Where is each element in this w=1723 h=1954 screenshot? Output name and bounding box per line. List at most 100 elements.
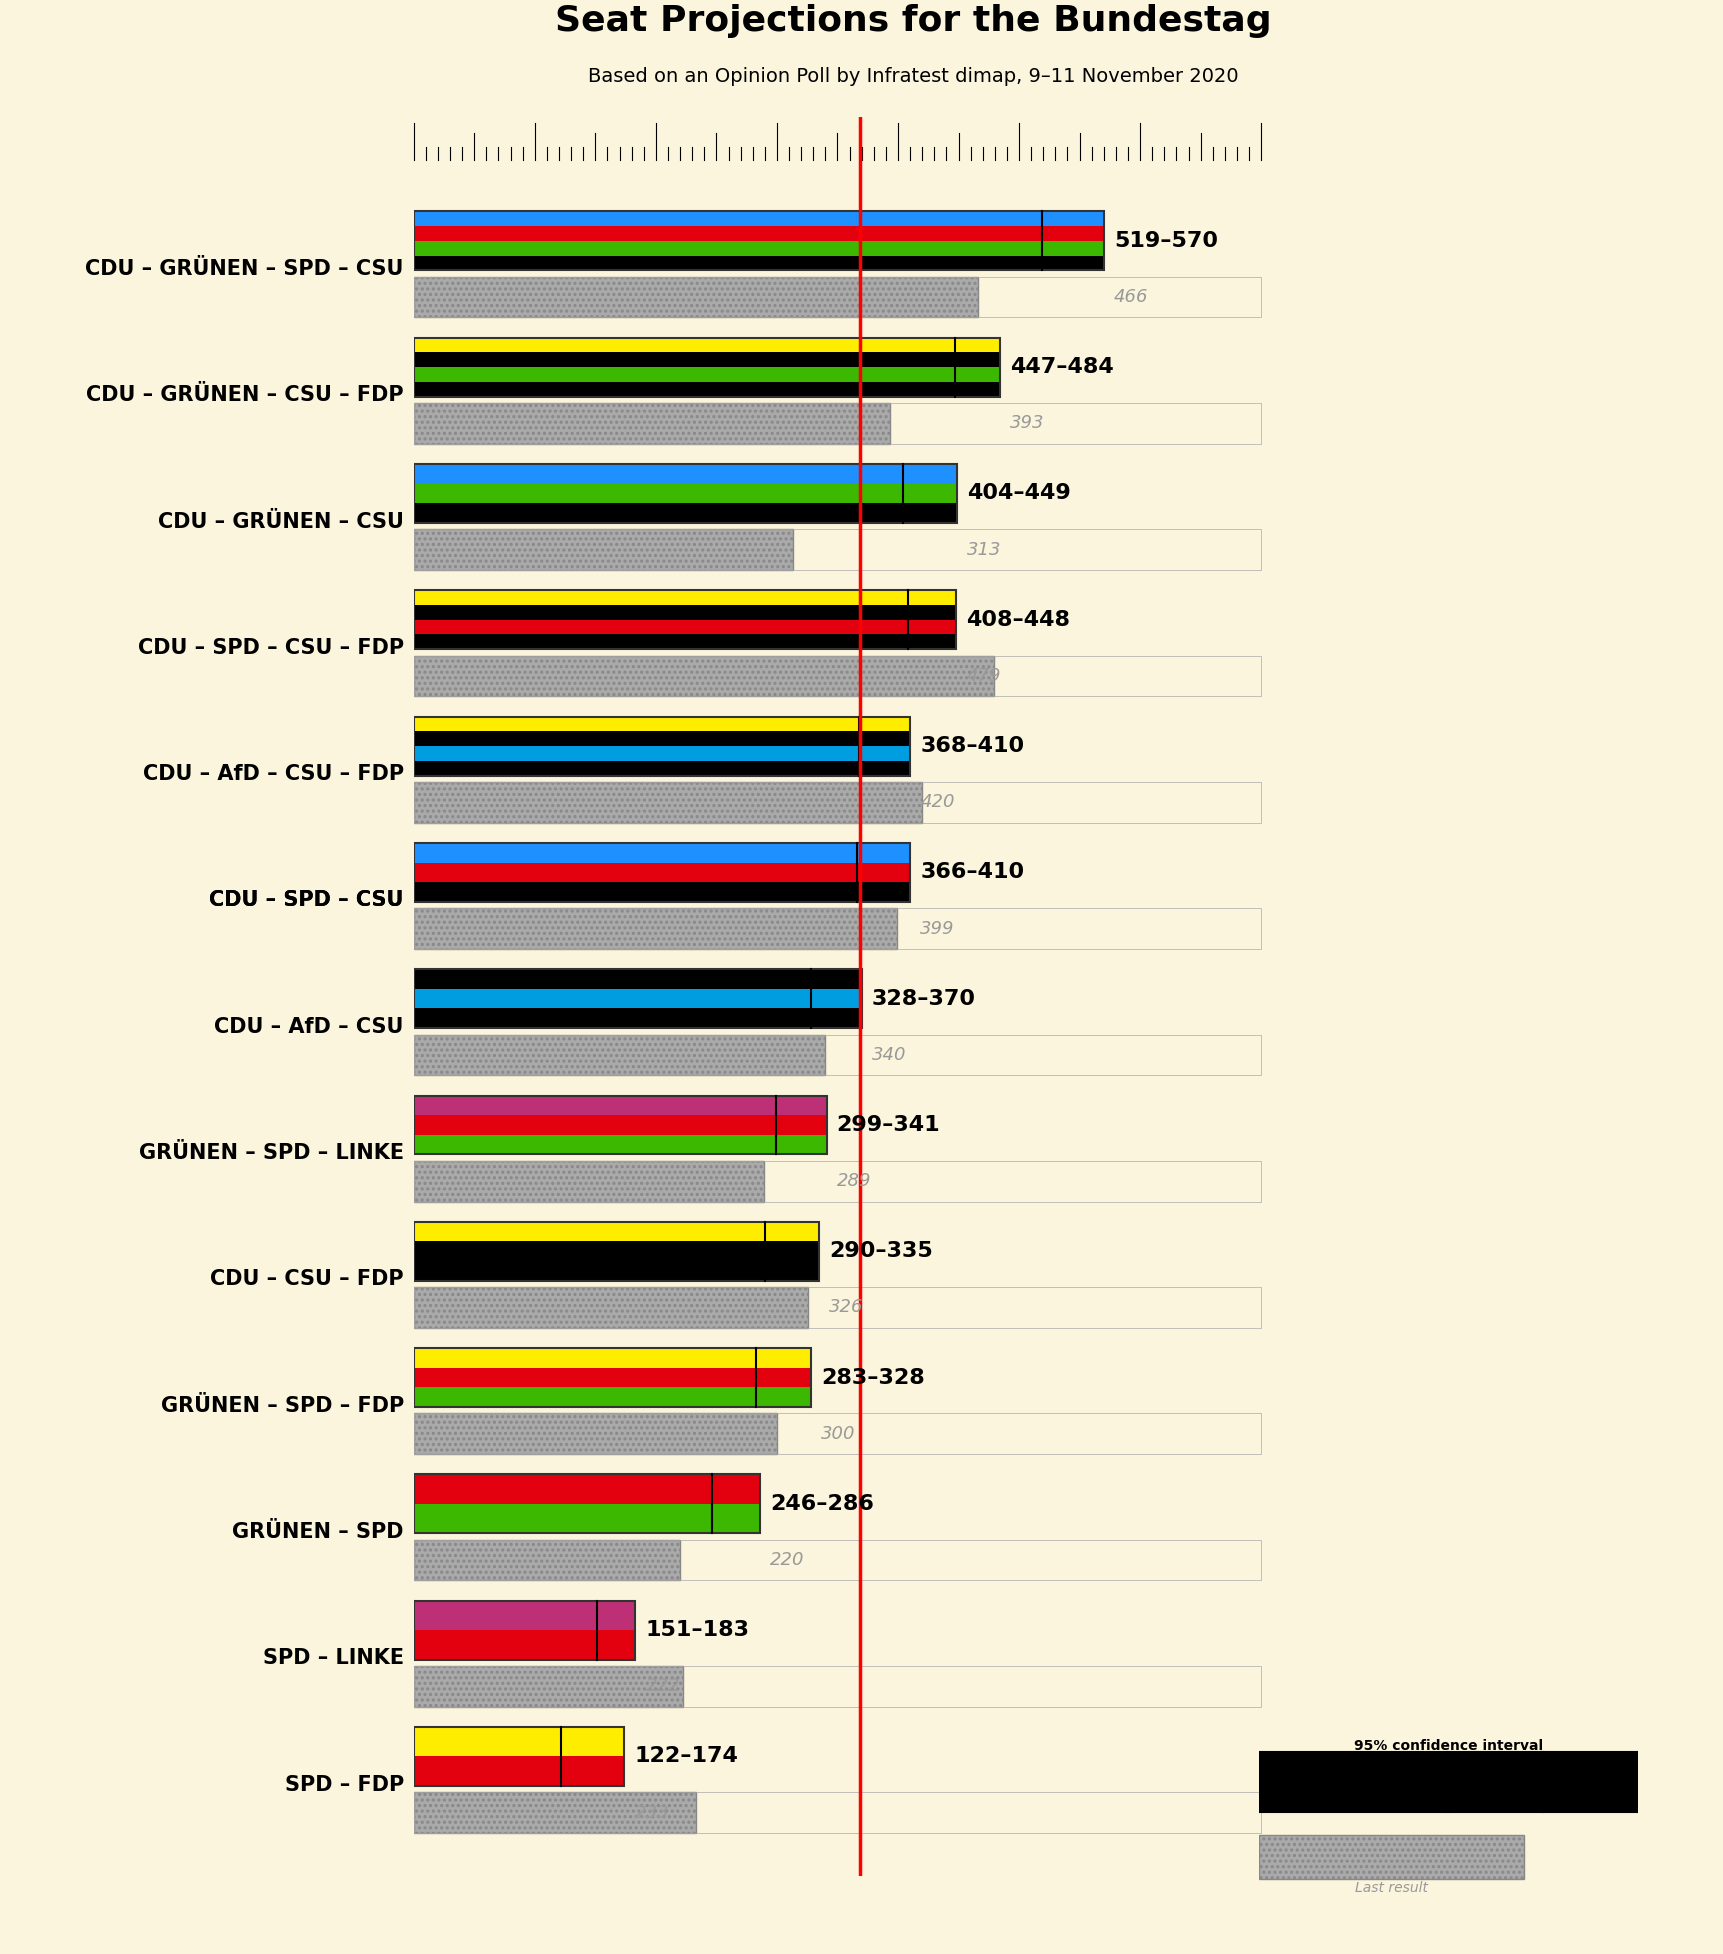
Text: 404–449: 404–449 bbox=[967, 483, 1070, 504]
Bar bbox=[414, 211, 1103, 270]
Bar bbox=[810, 989, 862, 1008]
Bar bbox=[414, 1413, 1261, 1454]
Bar bbox=[414, 1727, 562, 1757]
Text: 393: 393 bbox=[1010, 414, 1044, 432]
Bar bbox=[414, 881, 856, 903]
Bar bbox=[414, 485, 903, 504]
Bar bbox=[414, 403, 889, 444]
Bar bbox=[414, 338, 955, 352]
Bar bbox=[858, 717, 910, 731]
Bar bbox=[1041, 227, 1103, 240]
Bar bbox=[903, 504, 956, 524]
Bar bbox=[414, 1600, 634, 1659]
Text: SPD – FDP: SPD – FDP bbox=[284, 1774, 403, 1794]
Bar bbox=[856, 862, 910, 881]
Bar bbox=[414, 1034, 825, 1075]
Bar bbox=[414, 657, 1261, 696]
Text: 122–174: 122–174 bbox=[634, 1747, 737, 1766]
Bar bbox=[414, 657, 992, 696]
Bar bbox=[955, 381, 999, 397]
Bar bbox=[414, 1221, 765, 1241]
Bar bbox=[414, 606, 906, 619]
Text: 466: 466 bbox=[1113, 287, 1148, 307]
Bar bbox=[562, 1727, 624, 1757]
Bar bbox=[414, 1600, 596, 1630]
Bar bbox=[414, 403, 1261, 444]
Bar bbox=[414, 338, 999, 397]
Bar bbox=[414, 1096, 825, 1155]
Bar bbox=[414, 862, 856, 881]
Bar bbox=[414, 227, 1041, 240]
Bar bbox=[1041, 211, 1103, 227]
Text: GRÜNEN – SPD: GRÜNEN – SPD bbox=[233, 1522, 403, 1542]
Bar bbox=[1542, 1753, 1637, 1811]
Bar bbox=[414, 1096, 775, 1116]
Bar bbox=[414, 277, 1261, 317]
Bar bbox=[414, 530, 1261, 571]
Text: 246–286: 246–286 bbox=[770, 1495, 874, 1514]
Text: 95% confidence interval: 95% confidence interval bbox=[1353, 1739, 1542, 1753]
Text: 151–183: 151–183 bbox=[644, 1620, 750, 1639]
Bar bbox=[414, 1034, 1261, 1075]
Bar bbox=[414, 782, 922, 823]
Bar bbox=[414, 969, 862, 1028]
Text: SPD – LINKE: SPD – LINKE bbox=[262, 1649, 403, 1669]
Text: Last result: Last result bbox=[1354, 1882, 1427, 1895]
Text: 326: 326 bbox=[829, 1299, 863, 1317]
Text: CDU – GRÜNEN – SPD – CSU: CDU – GRÜNEN – SPD – CSU bbox=[86, 260, 403, 279]
Text: 328–370: 328–370 bbox=[872, 989, 975, 1008]
Bar bbox=[856, 842, 910, 862]
Bar bbox=[414, 1221, 818, 1280]
Text: 313: 313 bbox=[967, 541, 1001, 559]
Bar bbox=[414, 1348, 810, 1407]
Text: CDU – SPD – CSU – FDP: CDU – SPD – CSU – FDP bbox=[138, 637, 403, 658]
Text: 289: 289 bbox=[836, 1172, 870, 1190]
Bar bbox=[414, 989, 810, 1008]
Bar bbox=[414, 1348, 756, 1368]
Bar bbox=[414, 1540, 679, 1581]
Bar bbox=[414, 1792, 696, 1833]
Bar bbox=[856, 881, 910, 903]
Bar bbox=[414, 909, 896, 950]
Text: 290–335: 290–335 bbox=[829, 1241, 932, 1260]
Text: GRÜNEN – SPD – FDP: GRÜNEN – SPD – FDP bbox=[160, 1395, 403, 1417]
Bar bbox=[858, 746, 910, 760]
Text: 222: 222 bbox=[644, 1677, 679, 1696]
Bar bbox=[414, 530, 793, 571]
Bar bbox=[414, 211, 1041, 227]
Text: 233: 233 bbox=[634, 1804, 669, 1821]
Bar bbox=[955, 352, 999, 367]
Bar bbox=[414, 746, 858, 760]
Bar bbox=[414, 717, 910, 776]
Text: 299–341: 299–341 bbox=[836, 1116, 939, 1135]
Text: 366–410: 366–410 bbox=[920, 862, 1023, 883]
Bar bbox=[906, 606, 956, 619]
Bar bbox=[414, 277, 977, 317]
Bar bbox=[414, 760, 858, 776]
Bar bbox=[414, 1667, 682, 1706]
Text: GRÜNEN – SPD – LINKE: GRÜNEN – SPD – LINKE bbox=[138, 1143, 403, 1163]
Bar bbox=[756, 1348, 810, 1368]
Bar bbox=[414, 367, 955, 381]
Bar bbox=[596, 1600, 634, 1630]
Bar bbox=[765, 1221, 818, 1241]
Bar bbox=[712, 1475, 760, 1505]
Bar bbox=[906, 590, 956, 606]
Bar bbox=[414, 1630, 596, 1659]
Text: 300: 300 bbox=[820, 1424, 855, 1442]
Bar bbox=[414, 717, 858, 731]
Bar bbox=[414, 1288, 808, 1329]
Bar bbox=[1258, 1753, 1447, 1811]
Bar bbox=[858, 731, 910, 746]
Bar bbox=[414, 1757, 562, 1786]
Bar bbox=[810, 1008, 862, 1028]
Text: 283–328: 283–328 bbox=[820, 1368, 924, 1387]
Bar bbox=[414, 635, 906, 649]
Bar bbox=[414, 1260, 765, 1280]
Bar bbox=[756, 1368, 810, 1387]
Bar bbox=[562, 1757, 624, 1786]
Bar bbox=[414, 1475, 712, 1505]
Text: 420: 420 bbox=[920, 793, 955, 811]
Bar bbox=[906, 619, 956, 635]
Bar bbox=[414, 1727, 624, 1786]
